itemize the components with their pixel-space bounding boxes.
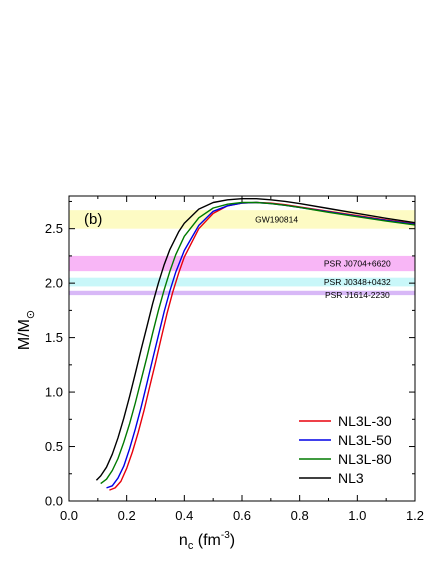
band-psr-j0348-0432 <box>69 277 415 287</box>
x-tick-label: 1.0 <box>348 508 366 523</box>
y-axis-label-main: M/M <box>16 319 33 350</box>
x-tick-label: 0.0 <box>60 508 78 523</box>
y-axis-label: M/M⊙ <box>16 310 37 350</box>
band-gw190814 <box>69 210 415 229</box>
band-psr-j0704-6620 <box>69 255 415 272</box>
series-line-nl3 <box>95 197 416 481</box>
x-axis-label-unit: (fm <box>193 532 221 549</box>
y-tick-label: 2.5 <box>45 221 63 236</box>
y-tick-label: 2.0 <box>45 276 63 291</box>
y-tick-label: 0.5 <box>45 439 63 454</box>
constraint-bands <box>69 210 415 296</box>
axis-ticks: 0.0 0.2 0.4 0.6 0.8 1.0 1.2 0.0 0.5 1.0 1.5 2.0 2.5 <box>45 196 424 523</box>
band-label-2: PSR J0348+0432 <box>324 277 391 287</box>
legend-label-nl3: NL3 <box>338 470 364 486</box>
x-tick-label: 0.2 <box>118 508 136 523</box>
series-lines <box>95 197 416 491</box>
panel-label: (b) <box>84 211 102 228</box>
x-axis-label: nc (fm-3) <box>179 530 235 552</box>
legend-label-nl3l-30: NL3L-30 <box>338 413 392 429</box>
x-axis-label-close: ) <box>230 532 235 549</box>
x-tick-label: 1.2 <box>406 508 424 523</box>
legend-label-nl3l-80: NL3L-80 <box>338 451 392 467</box>
y-axis-label-sub: ⊙ <box>25 310 37 319</box>
series-line-nl3l-80 <box>100 201 416 485</box>
y-tick-label: 1.0 <box>45 385 63 400</box>
band-label-1: PSR J0704+6620 <box>324 259 391 269</box>
legend: NL3L-30 NL3L-50 NL3L-80 NL3 <box>299 413 392 486</box>
band-label-3: PSR J1614-2230 <box>325 290 390 300</box>
legend-label-nl3l-50: NL3L-50 <box>338 432 392 448</box>
x-axis-label-sup: -3 <box>221 530 230 541</box>
x-axis-label-main: n <box>179 532 188 549</box>
y-tick-label: 1.5 <box>45 330 63 345</box>
band-psr-j1614-2230 <box>69 290 415 296</box>
x-tick-label: 0.6 <box>233 508 251 523</box>
x-tick-label: 0.4 <box>175 508 193 523</box>
x-tick-label: 0.8 <box>291 508 309 523</box>
x-axis-label-sub: c <box>188 540 194 552</box>
y-tick-label: 0.0 <box>45 494 63 509</box>
band-label-0: GW190814 <box>255 214 298 224</box>
band-labels: GW190814 PSR J0704+6620 PSR J0348+0432 PSR … <box>255 214 391 300</box>
